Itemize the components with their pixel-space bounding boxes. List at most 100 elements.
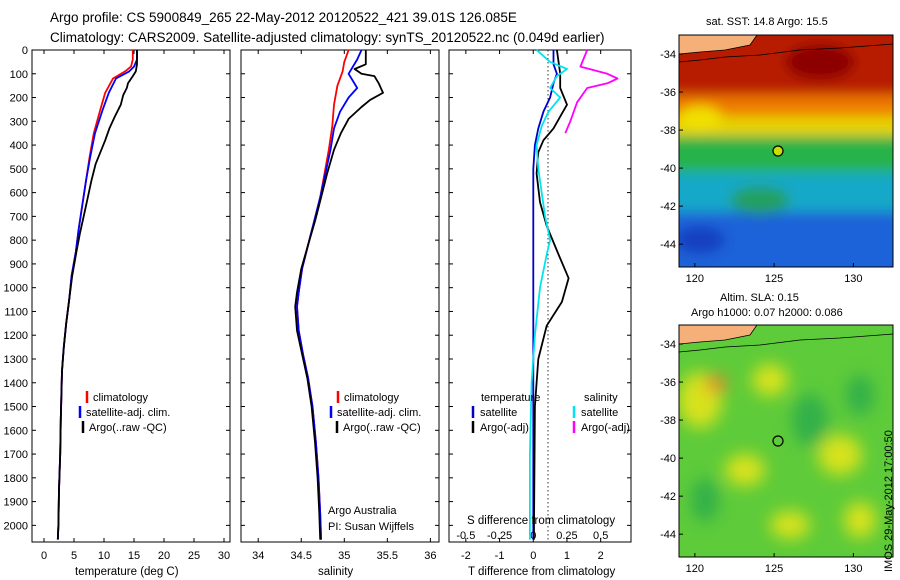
series-line <box>564 49 619 134</box>
sla-patch-green-1 <box>792 394 828 446</box>
depth-tick-label: 300 <box>10 116 28 128</box>
sst-yellow-patch <box>679 106 722 130</box>
sla-map-subtitle: Argo h1000: 0.07 h2000: 0.086 <box>691 307 843 319</box>
x-tick-label: 10 <box>98 550 110 562</box>
map-y-tick-label: -34 <box>660 49 676 61</box>
depth-tick-labels: 0 100 200 300 400 500 600 700 800 900 1000 1100 1200… <box>4 45 28 532</box>
sst-contour <box>679 43 893 63</box>
map-y-tick-label: -34 <box>660 339 676 351</box>
legend-title-temperature: temperature <box>481 392 540 404</box>
x-tick-label: -2 <box>461 550 471 562</box>
x-tick-label: 35.5 <box>377 550 398 562</box>
depth-tick-label: 2000 <box>4 520 28 532</box>
temperature-panel-frame <box>31 49 231 543</box>
annotation-pi: PI: Susan Wijffels <box>328 521 414 533</box>
legend-label-argo: Argo(..raw -QC) <box>89 422 167 434</box>
x-tick-label: 1 <box>564 550 570 562</box>
sst-green-patch <box>730 186 790 214</box>
salinity-xlabel: salinity <box>318 566 353 578</box>
map-x-tick-label: 130 <box>844 563 862 575</box>
annotation-argo-australia: Argo Australia <box>328 505 397 517</box>
sla-patch-orange <box>705 375 727 393</box>
series-line <box>296 49 350 540</box>
x-tick-label: 5 <box>71 550 77 562</box>
map-y-tick-label: -38 <box>660 125 676 137</box>
sla-patch-yellow-4 <box>725 454 765 486</box>
map-y-tick-label: -42 <box>660 201 676 213</box>
depth-tick-label: 1000 <box>4 283 28 295</box>
legend-title-salinity: salinity <box>584 392 618 404</box>
temperature-legend: climatology satellite-adj. clim. Argo(..… <box>78 391 170 434</box>
sst-band-yellow <box>679 116 893 138</box>
s-difference-xlabel: S difference from climatology <box>467 515 615 527</box>
x-tick-label: 36 <box>424 550 436 562</box>
map-x-tick-label: 120 <box>686 273 704 285</box>
series-line <box>294 50 384 540</box>
depth-tick-label: 700 <box>10 211 28 223</box>
legend-label-s-argo: Argo(-adj) <box>581 422 630 434</box>
depth-tick-label: 1800 <box>4 473 28 485</box>
series-line <box>529 49 568 540</box>
series-line <box>296 49 363 540</box>
sst-map-title: sat. SST: 14.8 Argo: 15.5 <box>706 16 828 28</box>
temperature-xlabel: temperature (deg C) <box>75 566 179 578</box>
sla-contour <box>679 333 893 353</box>
sla-land <box>679 325 758 345</box>
depth-tick-label: 1200 <box>4 330 28 342</box>
sla-patch-yellow-3 <box>818 435 862 475</box>
map-y-tick-label: -44 <box>660 239 676 251</box>
sst-blue-patch <box>679 226 725 254</box>
x-tick-label: 20 <box>158 550 170 562</box>
depth-tick-label: 500 <box>10 164 28 176</box>
sst-argo-marker <box>772 145 784 157</box>
s-difference-tick-label: -0.25 <box>487 530 512 542</box>
depth-tick-label: 100 <box>10 69 28 81</box>
map-y-tick-label: -42 <box>660 491 676 503</box>
legend-label-climatology: climatology <box>93 392 149 404</box>
sla-patch-yellow-2 <box>752 364 788 396</box>
depth-tick-label: 1700 <box>4 449 28 461</box>
imos-timestamp: IMOS 29-May-2012 17:00:50 <box>883 430 895 572</box>
x-tick-label: 0 <box>530 550 536 562</box>
salinity-panel-frame <box>240 49 440 543</box>
depth-tick-label: 200 <box>10 93 28 105</box>
depth-tick-label: 1500 <box>4 402 28 414</box>
difference-panel-frame <box>448 49 632 543</box>
x-tick-label: 2 <box>598 550 604 562</box>
sst-band-green <box>679 136 893 172</box>
map-x-tick-label: 130 <box>844 273 862 285</box>
sla-map-field <box>679 364 876 539</box>
map-y-tick-label: -40 <box>660 163 676 175</box>
map-y-tick-label: -40 <box>660 453 676 465</box>
series-line <box>532 50 558 540</box>
sla-patch-yellow-6 <box>844 502 876 538</box>
map-x-tick-label: 125 <box>765 273 783 285</box>
sla-argo-marker <box>772 435 784 447</box>
series-line <box>56 50 138 540</box>
map-x-tick-label: 125 <box>765 563 783 575</box>
s-difference-tick-label: -0.5 <box>456 530 475 542</box>
map-y-tick-label: -36 <box>660 377 676 389</box>
x-tick-label: 25 <box>188 550 200 562</box>
legend-label-argo: Argo(..raw -QC) <box>343 422 421 434</box>
depth-tick-label: 1400 <box>4 378 28 390</box>
sla-patch-green-3 <box>846 375 874 415</box>
legend-label-satellite-adj: satellite-adj. clim. <box>86 407 170 419</box>
depth-tick-label: 600 <box>10 188 28 200</box>
series-line <box>533 49 570 540</box>
x-tick-label: 34.5 <box>291 550 312 562</box>
depth-tick-label: 400 <box>10 140 28 152</box>
x-tick-label: 34 <box>252 550 264 562</box>
sla-patch-yellow-5 <box>770 511 810 539</box>
sst-map-ticks: 120 125 130 -34 -36 -38 -40 -42 -44 <box>660 49 862 285</box>
title-line-1: Argo profile: CS 5900849_265 22-May-2012… <box>50 10 517 25</box>
depth-tick-label: 1600 <box>4 425 28 437</box>
temperature-panel: 0 5 10 15 20 25 30 <box>32 49 230 562</box>
sla-patch-green-2 <box>691 478 719 522</box>
legend-label-satellite-adj: satellite-adj. clim. <box>337 407 421 419</box>
t-difference-xlabel: T difference from climatology <box>468 566 615 578</box>
legend-label-t-satellite: satellite <box>480 407 517 419</box>
legend-label-s-satellite: satellite <box>581 407 618 419</box>
salinity-panel: 34 34.5 35 35.5 36 <box>241 49 439 562</box>
